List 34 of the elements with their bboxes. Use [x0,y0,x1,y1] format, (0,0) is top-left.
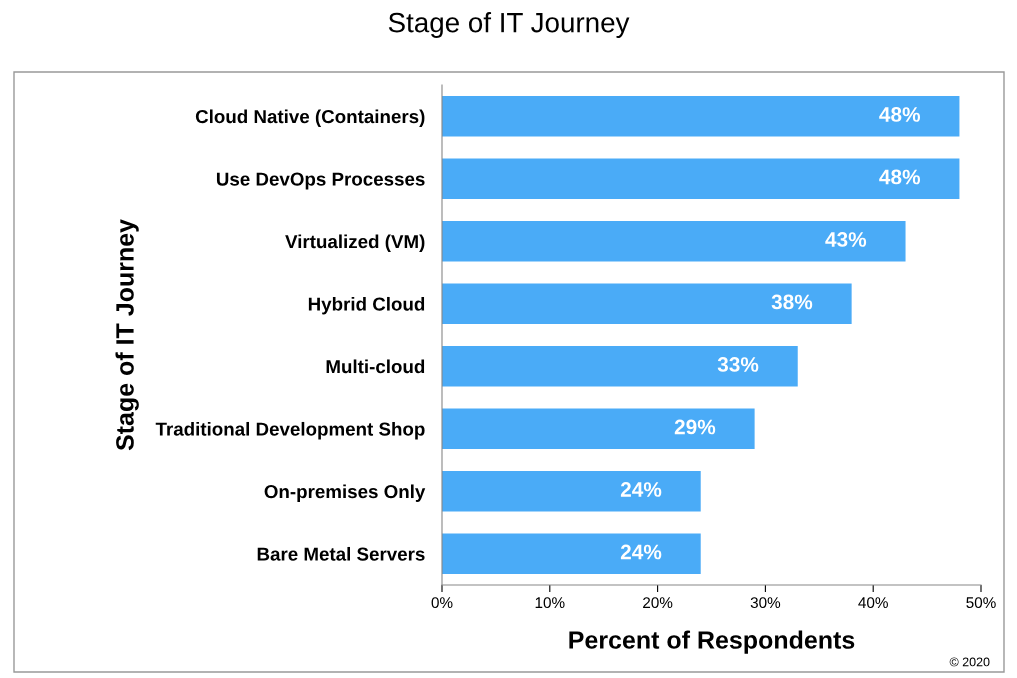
data-label: 48% [879,107,921,122]
y-tick-label: Multi-cloud [326,359,425,374]
x-tick-label: 50% [966,597,996,609]
y-tick-label: Hybrid Cloud [308,296,425,315]
bar [442,345,798,387]
data-label: 43% [825,232,867,247]
bar [442,408,755,450]
x-tick-label: 30% [750,597,781,609]
bar [442,158,960,200]
y-tick-label: On-premises Only [264,484,426,502]
data-label: 38% [771,294,813,310]
y-axis-title: Stage of IT Journey [115,219,139,451]
y-tick-label: Traditional Development Shop [155,421,425,440]
bar [442,95,960,137]
data-label: 29% [674,419,716,435]
data-label: 24% [620,544,662,560]
bar [442,470,701,512]
x-axis-title: Percent of Respondents [569,630,855,654]
bar [442,533,701,575]
data-label: 48% [879,169,921,185]
y-tick-label: Virtualized (VM) [285,234,425,252]
text: © 2020 [949,657,990,667]
y-tick-label: Use DevOps Processes [216,172,425,190]
x-tick-label: 0% [431,597,453,609]
y-tick-label: Bare Metal Servers [257,546,425,561]
bar [442,220,906,262]
chart-title: Stage of IT Journey [388,12,630,38]
data-label: 33% [717,357,759,372]
y-tick-label: Cloud Native (Containers) [195,109,425,127]
data-label: 24% [620,482,662,497]
x-tick-label: 10% [535,597,565,609]
x-tick-label: 40% [858,597,888,609]
x-tick-label: 20% [643,597,673,609]
bar [442,283,852,325]
